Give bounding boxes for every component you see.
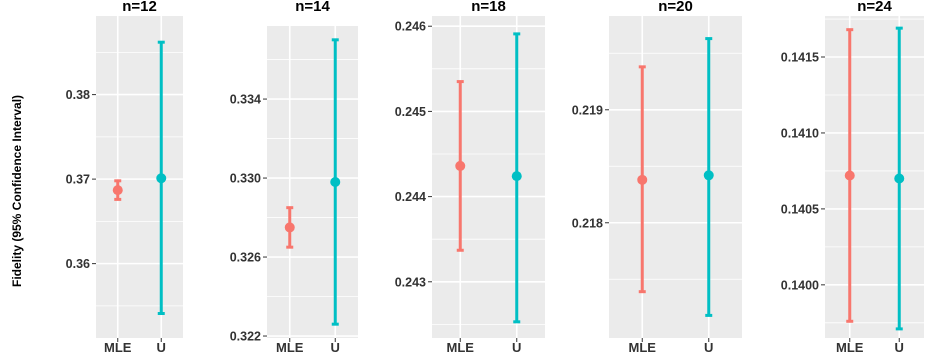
x-tick-label: MLE [836,340,864,355]
x-tick-label: U [704,340,713,355]
panel-background [609,16,742,338]
panel-background [432,16,545,338]
errorbar-MLE [844,28,855,323]
y-tick-label: 0.334 [230,93,261,107]
y-tick-label: 0.1405 [781,202,819,216]
panel-3: 0.218 0.219 MLE Un=20 [572,0,742,355]
panel-4: 0.1400 0.1405 0.1410 0.1415 MLE Un=24 [781,0,924,355]
y-tick-label: 0.1415 [781,51,819,65]
panel-background [825,16,924,338]
errorbar-MLE [284,206,295,249]
point-estimate [894,173,905,184]
x-tick-label: U [512,340,521,355]
point-estimate [156,173,167,184]
errorbar-U [703,37,714,317]
point-estimate [112,185,123,196]
point-estimate [330,177,341,187]
panel-title: n=20 [658,0,693,15]
point-estimate [703,170,714,181]
y-tick-label: 0.1410 [781,126,819,140]
panel-title: n=18 [471,0,506,15]
y-tick-label: 0.322 [230,330,261,344]
errorbar-U [156,40,167,315]
y-tick-label: 0.1400 [781,278,819,292]
panel-1: 0.322 0.326 0.330 0.334 MLE Un=14 [230,0,358,355]
y-tick-label: 0.219 [572,103,603,117]
x-tick-label: MLE [447,340,475,355]
panel-title: n=14 [295,0,330,15]
panel-background [96,16,183,338]
y-tick-label: 0.36 [66,257,90,271]
x-tick-label: U [895,340,904,355]
panel-title: n=12 [122,0,157,15]
panel-2: 0.243 0.244 0.245 0.246 MLE Un=18 [395,0,545,355]
x-tick-label: MLE [629,340,657,355]
point-estimate [637,174,648,185]
y-tick-label: 0.218 [572,216,603,230]
point-estimate [511,171,522,182]
y-tick-label: 0.245 [395,105,426,119]
panel-title: n=24 [857,0,892,15]
y-tick-label: 0.37 [66,173,90,187]
errorbar-U [894,26,905,331]
y-tick-label: 0.244 [395,190,426,204]
y-tick-label: 0.38 [66,88,90,102]
y-tick-label: 0.243 [395,275,426,289]
errorbar-MLE [112,179,123,201]
x-tick-label: U [157,340,166,355]
errorbar-U [330,38,341,326]
y-tick-label: 0.246 [395,20,426,34]
x-tick-label: MLE [104,340,132,355]
y-tick-label: 0.330 [230,172,261,186]
panel-background [267,26,358,338]
panels: 0.36 0.37 0.38 MLE Un=12 0.322 0.326 0.330 0.334… [66,0,924,355]
point-estimate [844,170,855,181]
x-tick-label: U [331,340,340,355]
errorbar-U [511,32,522,324]
y-axis-label: Fidelity (95% Confidence Interval) [10,95,24,287]
point-estimate [284,222,295,233]
panel-0: 0.36 0.37 0.38 MLE Un=12 [66,0,183,355]
x-tick-label: MLE [276,340,304,355]
errorbar-MLE [637,65,648,294]
errorbar-MLE [455,80,466,252]
point-estimate [455,160,466,171]
y-tick-label: 0.326 [230,251,261,265]
